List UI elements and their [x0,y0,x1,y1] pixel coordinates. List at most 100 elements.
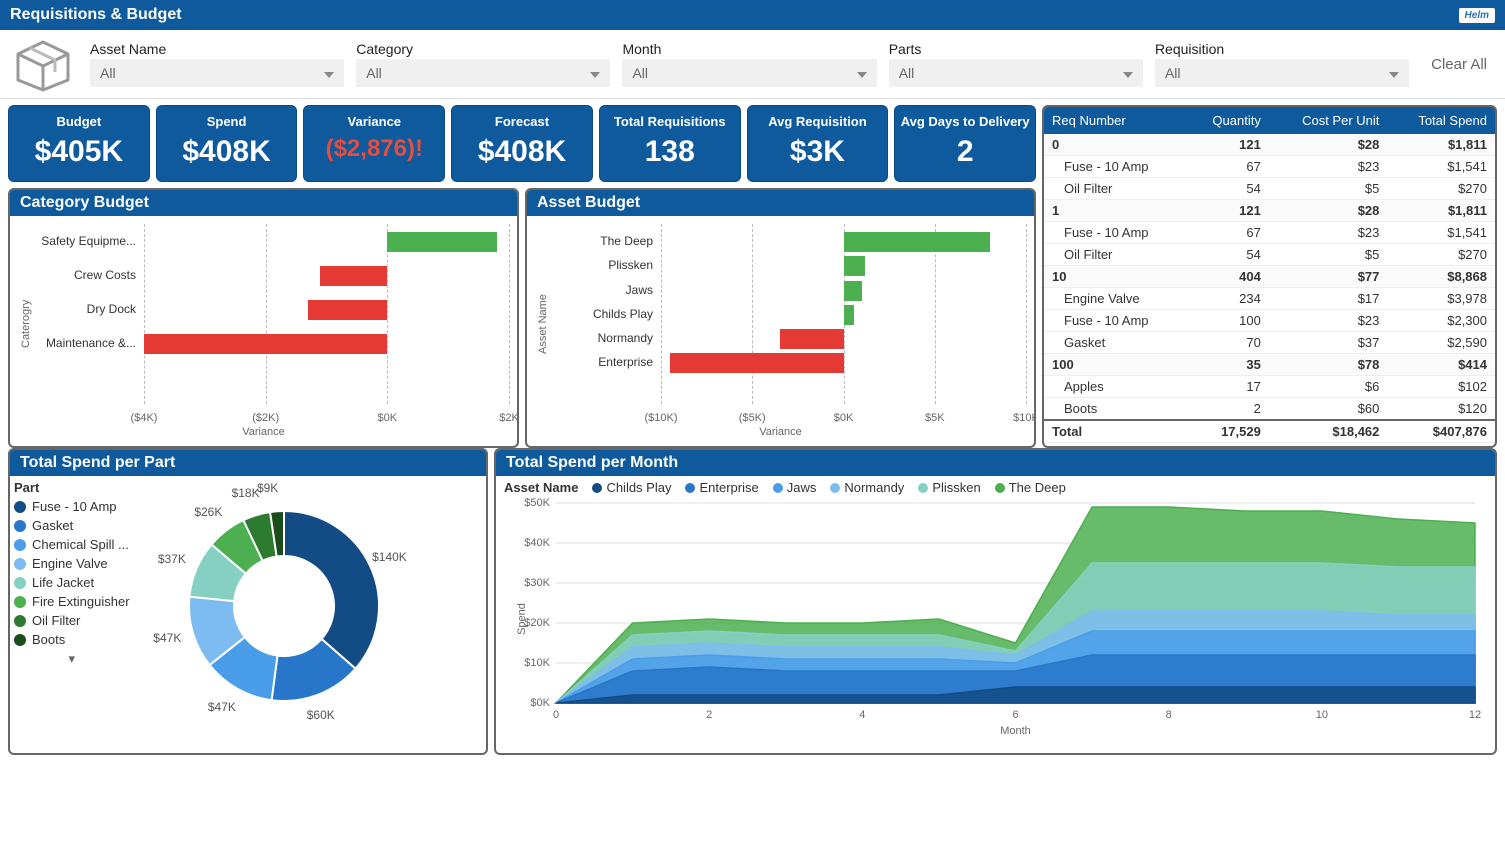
cell: $270 [1387,244,1495,266]
cell: Engine Valve [1044,288,1187,310]
legend-label: Engine Valve [32,556,108,571]
legend-item[interactable]: Normandy [830,480,904,495]
bar [844,256,866,276]
legend-label: The Deep [1009,480,1066,495]
donut-slice[interactable] [284,511,379,669]
kpi-card-3[interactable]: Forecast $408K [451,105,593,182]
bar [670,353,843,373]
legend-item[interactable]: Fire Extinguisher [14,594,130,609]
table-row[interactable]: 1121$28$1,811 [1044,200,1495,222]
cell: $6 [1269,376,1388,398]
kpi-card-1[interactable]: Spend $408K [156,105,298,182]
y-tick: $50K [524,497,550,509]
donut-chart[interactable]: $140K$60K$47K$47K$37K$26K$18K$9K [134,476,486,736]
kpi-card-4[interactable]: Total Requisitions 138 [599,105,741,182]
col-header[interactable]: Quantity [1187,107,1269,134]
legend-item[interactable]: Life Jacket [14,575,130,590]
cell: 67 [1187,222,1269,244]
legend-label: Life Jacket [32,575,94,590]
kpi-value: 138 [604,135,736,169]
cell: Fuse - 10 Amp [1044,156,1187,178]
clear-all-button[interactable]: Clear All [1421,56,1497,73]
bar-row[interactable]: Dry Dock [144,298,509,322]
kpi-card-2[interactable]: Variance ($2,876)! [303,105,445,182]
legend-item[interactable]: Chemical Spill ... [14,537,130,552]
swatch [14,596,26,608]
col-header[interactable]: Cost Per Unit [1269,107,1388,134]
filter-select-parts[interactable]: All [889,59,1143,87]
kpi-card-5[interactable]: Avg Requisition $3K [747,105,889,182]
table-row[interactable]: Boots2$60$120 [1044,398,1495,421]
cell: $414 [1387,354,1495,376]
kpi-card-0[interactable]: Budget $405K [8,105,150,182]
bar-label: Crew Costs [74,268,136,282]
legend-label: Normandy [844,480,904,495]
table-row[interactable]: Apples17$6$102 [1044,376,1495,398]
table-row[interactable]: Fuse - 10 Amp67$23$1,541 [1044,222,1495,244]
legend-item[interactable]: Gasket [14,518,130,533]
x-tick: 6 [1012,709,1018,721]
legend-more-icon[interactable]: ▾ [14,651,130,667]
legend-item[interactable]: Fuse - 10 Amp [14,499,130,514]
bar-row[interactable]: The Deep [661,230,1026,254]
bar-row[interactable]: Normandy [661,327,1026,351]
table-row[interactable]: Fuse - 10 Amp67$23$1,541 [1044,156,1495,178]
filter-select-category[interactable]: All [356,59,610,87]
cell: $2,590 [1387,332,1495,354]
swatch [14,558,26,570]
legend-item[interactable]: Engine Valve [14,556,130,571]
col-header[interactable]: Req Number [1044,107,1187,134]
x-tick: $0K [378,412,398,424]
legend-label: Boots [32,632,65,647]
bar-row[interactable]: Crew Costs [144,264,509,288]
table-row[interactable]: Oil Filter54$5$270 [1044,244,1495,266]
bar-label: Enterprise [598,355,653,369]
x-tick: 8 [1166,709,1172,721]
legend-item[interactable]: Childs Play [592,480,671,495]
legend-item[interactable]: Jaws [773,480,817,495]
legend-label: Gasket [32,518,73,533]
table-row[interactable]: Total17,529$18,462$407,876 [1044,420,1495,443]
table-row[interactable]: Gasket70$37$2,590 [1044,332,1495,354]
bar-label: Normandy [598,331,653,345]
legend-item[interactable]: Oil Filter [14,613,130,628]
table-row[interactable]: 10035$78$414 [1044,354,1495,376]
cell: $23 [1269,310,1388,332]
filter-select-requisition[interactable]: All [1155,59,1409,87]
filter-select-month[interactable]: All [622,59,876,87]
asset-budget-title: Asset Budget [527,190,1034,216]
dot [830,483,840,493]
kpi-card-6[interactable]: Avg Days to Delivery 2 [894,105,1036,182]
cell: Gasket [1044,332,1187,354]
col-header[interactable]: Total Spend [1387,107,1495,134]
bar-row[interactable]: Safety Equipme... [144,230,509,254]
table-row[interactable]: 10404$77$8,868 [1044,266,1495,288]
spend-per-month-panel: Total Spend per Month Asset Name Childs … [494,448,1497,755]
dot [918,483,928,493]
bar-row[interactable]: Enterprise [661,351,1026,375]
part-legend: Part Fuse - 10 AmpGasketChemical Spill .… [10,476,134,736]
category-budget-title: Category Budget [10,190,517,216]
y-axis-label: Asset Name [535,224,551,424]
legend-item[interactable]: The Deep [995,480,1066,495]
kpi-title: Forecast [456,114,588,129]
table-row[interactable]: Fuse - 10 Amp100$23$2,300 [1044,310,1495,332]
table-row[interactable]: Engine Valve234$17$3,978 [1044,288,1495,310]
x-tick: ($5K) [739,412,766,424]
area-chart[interactable]: $0K$10K$20K$30K$40K$50K024681012SpendMon… [556,503,1475,723]
cell: $77 [1269,266,1388,288]
filter-select-asset-name[interactable]: All [90,59,344,87]
bar-row[interactable]: Jaws [661,279,1026,303]
bar-row[interactable]: Childs Play [661,303,1026,327]
table-row[interactable]: 0121$28$1,811 [1044,134,1495,156]
bar-row[interactable]: Maintenance &... [144,332,509,356]
bar [844,305,855,325]
cell: 0 [1044,134,1187,156]
bar-row[interactable]: Plissken [661,254,1026,278]
bar [844,281,862,301]
legend-item[interactable]: Boots [14,632,130,647]
table-row[interactable]: Oil Filter54$5$270 [1044,178,1495,200]
kpi-value: $3K [752,135,884,169]
legend-item[interactable]: Plissken [918,480,980,495]
legend-item[interactable]: Enterprise [685,480,758,495]
